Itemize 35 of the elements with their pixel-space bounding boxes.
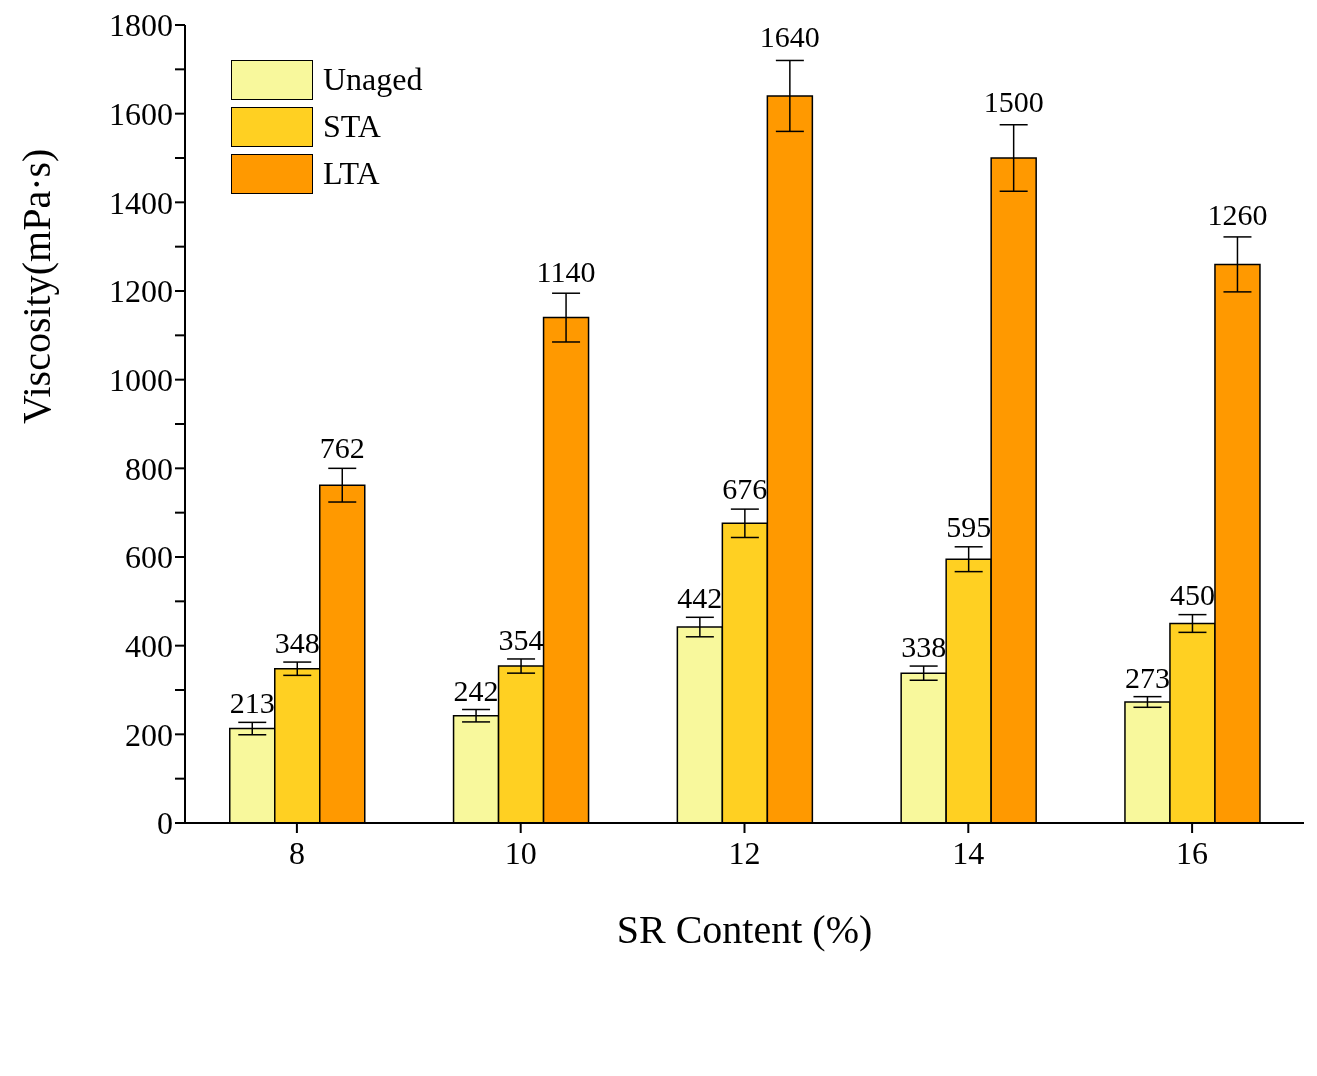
x-tick-label: 16 (1176, 834, 1209, 871)
x-tick-label: 14 (952, 834, 985, 871)
y-tick-label: 200 (125, 716, 173, 753)
data-label: 595 (946, 509, 992, 543)
data-label: 213 (229, 686, 275, 720)
y-tick-label: 0 (157, 805, 173, 842)
y-tick-label: 1800 (109, 7, 173, 44)
legend-label: STA (323, 108, 381, 145)
data-label: 1260 (1207, 197, 1268, 231)
data-label: 1640 (759, 20, 820, 54)
data-label: 338 (901, 629, 947, 663)
legend-label: Unaged (323, 61, 423, 98)
data-label: 1140 (536, 254, 596, 288)
x-axis-title: SR Content (%) (616, 907, 873, 952)
data-label: 676 (722, 471, 768, 505)
y-tick-label: 400 (125, 628, 173, 665)
data-label: 242 (453, 673, 499, 707)
y-tick-label: 1200 (109, 273, 173, 310)
data-label: 1500 (983, 84, 1044, 118)
data-label: 450 (1169, 578, 1215, 612)
y-axis-title: Viscosity(mPa·s) (14, 148, 60, 424)
y-tick-label: 1600 (109, 96, 173, 133)
x-tick-label: 10 (504, 834, 537, 871)
y-tick-label: 1000 (109, 362, 173, 399)
data-label: 442 (677, 580, 723, 614)
y-tick-label: 600 (125, 539, 173, 576)
legend-label: LTA (323, 155, 380, 192)
x-tick-label: 8 (288, 834, 305, 871)
data-label: 354 (498, 622, 544, 656)
data-label: 273 (1124, 660, 1170, 694)
y-tick-label: 1400 (109, 184, 173, 221)
data-label: 762 (319, 430, 365, 464)
x-tick-label: 12 (728, 834, 761, 871)
y-tick-label: 800 (125, 450, 173, 487)
data-label: 348 (274, 626, 320, 660)
